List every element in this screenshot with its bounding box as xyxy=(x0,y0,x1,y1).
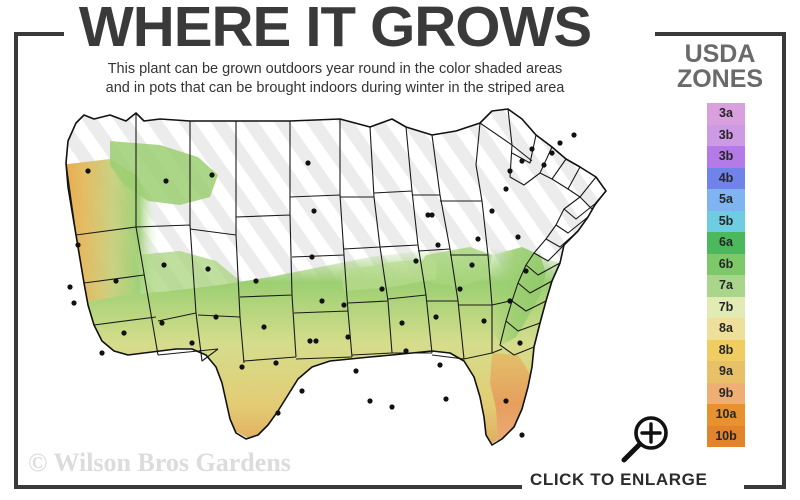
zone-swatch-8b-11: 8b xyxy=(707,339,745,361)
zone-swatch-8a-10: 8a xyxy=(707,318,745,340)
zone-swatch-7b-9: 7b xyxy=(707,296,745,318)
state-boundaries xyxy=(65,108,607,364)
subtitle-line-2: and in pots that can be brought indoors … xyxy=(105,80,565,96)
usda-zones-legend: 3a 3b 3b 4b 5a 5b 6a 6b 7a 7b 8a 8b 9a 9b 10a 10b xyxy=(707,103,745,447)
zone-swatch-3a-0: 3a xyxy=(707,103,745,125)
zone-swatch-4b-3: 4b xyxy=(707,167,745,189)
watermark: © Wilson Bros Gardens xyxy=(28,448,291,477)
frame-left-edge xyxy=(14,32,18,489)
frame-top-left-edge xyxy=(14,32,64,36)
zone-swatch-6a-6: 6a xyxy=(707,232,745,254)
zone-swatch-3b-2: 3b xyxy=(707,146,745,168)
usda-zones-heading-line-1: USDA xyxy=(684,40,756,68)
frame-right-edge xyxy=(782,32,786,489)
subtitle-line-1: This plant can be grown outdoors year ro… xyxy=(107,61,563,77)
zone-swatch-5a-4: 5a xyxy=(707,189,745,211)
zone-swatch-9a-12: 9a xyxy=(707,361,745,383)
page-title: WHERE IT GROWS xyxy=(78,0,592,59)
usda-zone-map[interactable] xyxy=(40,105,660,475)
magnifier-plus-icon[interactable] xyxy=(617,415,673,465)
zone-swatch-5b-5: 5b xyxy=(707,210,745,232)
city-dots xyxy=(67,132,577,438)
frame-bottom-right-edge xyxy=(744,485,786,489)
zone-swatch-7a-8: 7a xyxy=(707,275,745,297)
map-container[interactable] xyxy=(40,105,660,475)
subtitle: This plant can be grown outdoors year ro… xyxy=(30,60,640,98)
usda-zones-heading: USDA ZONES xyxy=(658,42,782,92)
usda-zones-heading-line-2: ZONES xyxy=(676,65,764,93)
click-to-enlarge-label[interactable]: CLICK TO ENLARGE xyxy=(530,470,708,489)
zone-swatch-3b-1: 3b xyxy=(707,124,745,146)
frame-bottom-left-edge xyxy=(14,485,522,489)
frame-top-right-edge xyxy=(655,32,786,36)
usa-outline xyxy=(65,108,607,446)
zone-swatch-9b-13: 9b xyxy=(707,382,745,404)
zone-swatch-10a-14: 10a xyxy=(707,404,745,426)
zone-swatch-10b-15: 10b xyxy=(707,425,745,447)
zone-swatch-6b-7: 6b xyxy=(707,253,745,275)
